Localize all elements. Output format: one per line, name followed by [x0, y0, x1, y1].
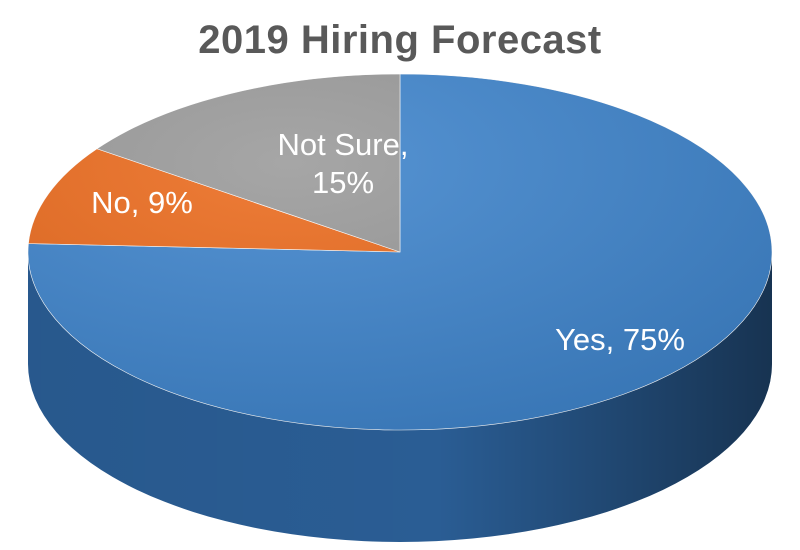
data-label-no: No, 9%	[91, 185, 193, 220]
chart-title: 2019 Hiring Forecast	[198, 18, 602, 62]
pie-side-shade	[28, 252, 772, 542]
data-label-yes: Yes, 75%	[555, 322, 685, 357]
data-label-not-sure: Not Sure, 15%	[278, 127, 409, 200]
pie-top-lighting	[28, 74, 772, 430]
